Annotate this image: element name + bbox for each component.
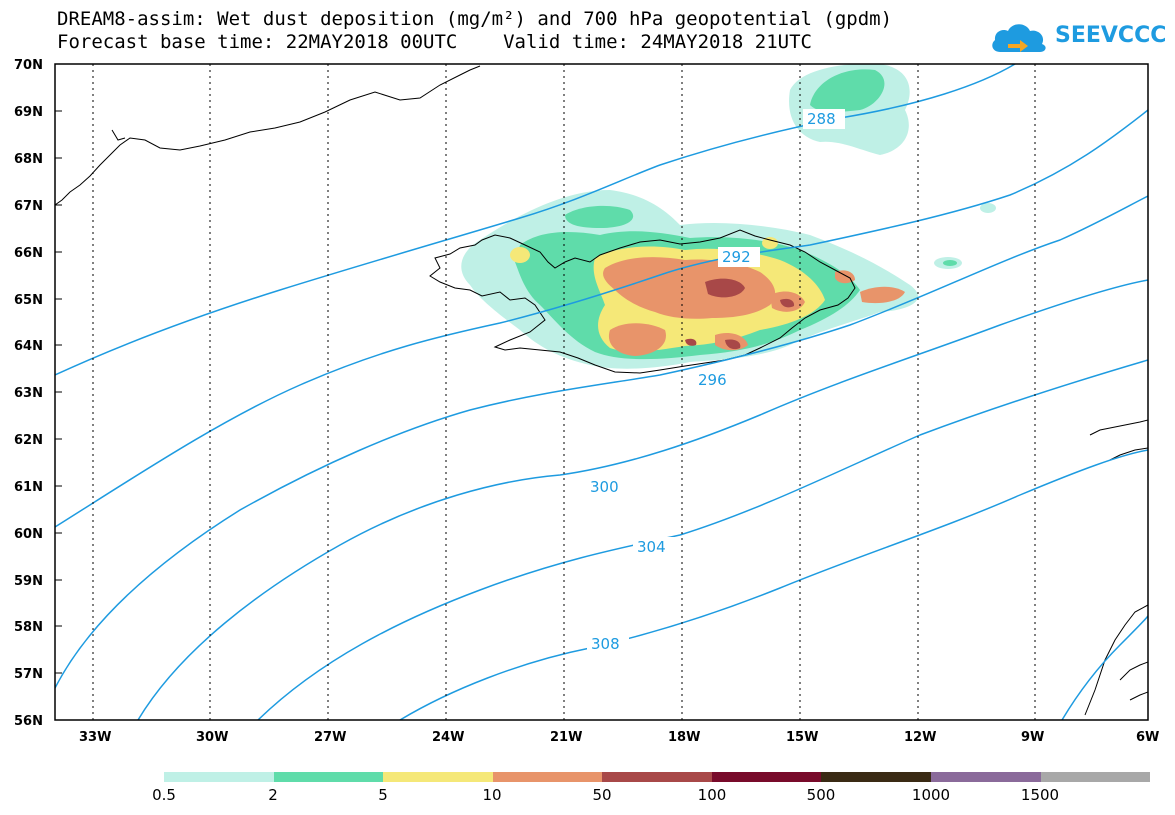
lat-label: 67N [14,199,43,214]
legend-label: 0.5 [152,786,176,804]
contour-label-292: 292 [722,248,751,266]
lat-label: 69N [14,105,43,120]
legend-swatch [164,772,274,782]
lat-label: 62N [14,433,43,448]
latitude-labels: 70N 69N 68N 67N 66N 65N 64N 63N 62N 61N … [14,58,43,729]
lon-label: 30W [196,730,228,745]
legend-swatch [711,772,822,782]
lat-label: 56N [14,714,43,729]
geopotential-contours [55,64,1148,720]
legend-label: 50 [592,786,612,804]
legend-label: 10 [482,786,502,804]
legend-swatch [602,772,712,782]
lon-label: 15W [786,730,818,745]
lat-label: 59N [14,574,43,589]
contour-label-300: 300 [590,478,619,496]
contour-label-288: 288 [807,110,836,128]
legend-swatch [1040,772,1151,782]
legend-label: 5 [378,786,388,804]
coastlines [55,65,1148,716]
lat-label: 65N [14,293,43,308]
legend-swatch [821,772,931,782]
logo-text: SEEVCCC [1055,23,1167,48]
legend-label: 1500 [1020,786,1060,804]
lat-label: 58N [14,620,43,635]
contour-label-304: 304 [637,538,666,556]
lon-label: 21W [550,730,582,745]
lon-label: 12W [904,730,936,745]
lat-label: 63N [14,386,43,401]
lat-label: 68N [14,152,43,167]
legend-label: 2 [268,786,278,804]
contour-labels: 288 292 296 300 304 308 [586,109,845,654]
axis-ticks [55,110,62,674]
lat-label: 57N [14,667,43,682]
legend-label: 1000 [911,786,951,804]
legend-swatch [492,772,603,782]
lon-label: 9W [1021,730,1044,745]
map-title: DREAM8-assim: Wet dust deposition (mg/m²… [57,8,893,30]
contour-label-296: 296 [698,371,727,389]
legend-swatch [930,772,1041,782]
lat-label: 60N [14,527,43,542]
graticule [92,64,1036,720]
lat-label: 64N [14,339,43,354]
lon-label: 6W [1136,730,1159,745]
lat-label: 66N [14,246,43,261]
legend-label: 100 [697,786,727,804]
cloud-icon [992,24,1046,52]
contour-label-308: 308 [591,635,620,653]
lon-label: 18W [668,730,700,745]
color-legend [164,772,1151,782]
legend-swatch [273,772,384,782]
plot-frame [54,63,1149,721]
lon-label: 33W [79,730,111,745]
legend-swatch [383,772,493,782]
map-subtitle: Forecast base time: 22MAY2018 00UTC Vali… [57,31,812,53]
longitude-labels: 33W 30W 27W 24W 21W 18W 15W 12W 9W 6W [79,730,1159,745]
dust-deposition-field [461,64,996,369]
lat-label: 61N [14,480,43,495]
lat-label: 70N [14,58,43,73]
lon-label: 27W [314,730,346,745]
legend-label: 500 [806,786,836,804]
lon-label: 24W [432,730,464,745]
